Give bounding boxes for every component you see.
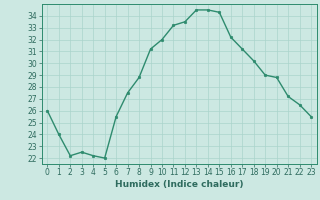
X-axis label: Humidex (Indice chaleur): Humidex (Indice chaleur) [115, 180, 244, 189]
